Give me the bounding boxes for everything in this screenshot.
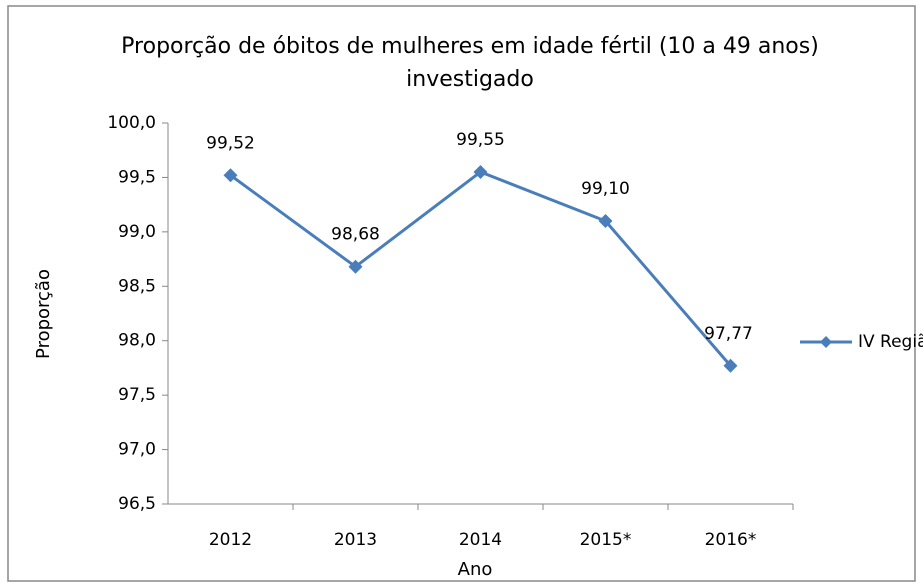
x-tick-label: 2012 — [209, 530, 252, 550]
x-tick-label: 2013 — [334, 530, 377, 550]
x-axis-label: Ano — [458, 559, 493, 580]
marker — [598, 213, 613, 228]
marker — [223, 168, 238, 183]
data-label: 97,77 — [704, 324, 753, 344]
y-tick-label: 98,0 — [118, 331, 156, 351]
data-label: 99,52 — [206, 133, 255, 153]
y-tick-label: 96,5 — [118, 494, 156, 514]
x-tick-label: 2015* — [580, 530, 632, 550]
chart-title: Proporção de óbitos de mulheres em idade… — [121, 34, 819, 92]
marker — [348, 259, 363, 274]
data-label: 99,10 — [581, 179, 630, 199]
marker — [723, 358, 738, 373]
y-tick-label: 99,0 — [118, 222, 156, 242]
y-tick-label: 98,5 — [118, 276, 156, 296]
data-label: 98,68 — [331, 225, 380, 245]
marker — [473, 164, 488, 179]
y-axis-label: Proporção — [33, 269, 54, 359]
y-tick-label: 97,0 — [118, 440, 156, 460]
y-tick-label: 99,5 — [118, 167, 156, 187]
legend-marker — [820, 336, 832, 348]
x-tick-label: 2014 — [459, 530, 502, 550]
x-tick-label: 2016* — [705, 530, 757, 550]
line — [229, 170, 732, 367]
data-label: 99,55 — [456, 130, 505, 150]
y-tick-label: 97,5 — [118, 385, 156, 405]
y-tick-label: 100,0 — [107, 113, 156, 133]
legend-label: IV Região — [858, 332, 923, 352]
chart-frame — [7, 5, 916, 582]
